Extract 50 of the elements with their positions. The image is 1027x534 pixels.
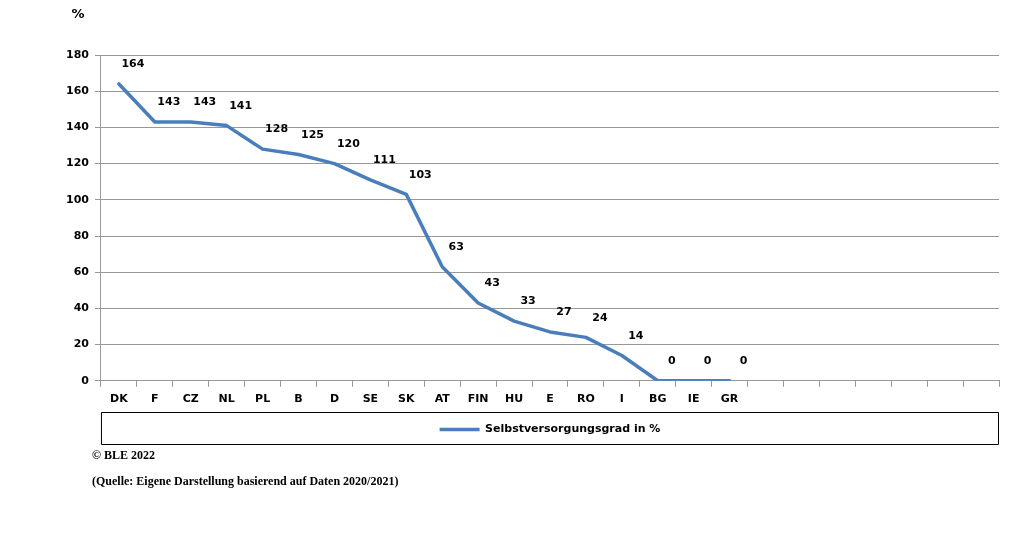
data-label: 14 <box>628 328 644 342</box>
x-tick-label: CZ <box>182 392 199 406</box>
x-tick-label: E <box>546 392 554 406</box>
data-label: 33 <box>520 294 536 308</box>
x-tick-label: I <box>619 392 624 406</box>
x-tick-label: SK <box>398 392 415 406</box>
x-tick-label: IE <box>687 392 700 406</box>
data-label: 0 <box>703 354 712 368</box>
x-tick-label: NL <box>218 392 235 406</box>
data-label: 43 <box>484 276 500 290</box>
data-label: 143 <box>193 95 217 109</box>
text: (Quelle: Eigene Darstellung basierend auf Daten 2020/2021) <box>92 474 399 489</box>
y-tick-label: 20 <box>73 337 90 351</box>
x-tick-label: RO <box>576 392 595 406</box>
x-tick-label: D <box>329 392 340 406</box>
x-tick-label: DK <box>110 392 129 406</box>
data-label: 27 <box>556 305 572 319</box>
data-label: 103 <box>408 167 432 181</box>
data-label: 24 <box>592 310 608 324</box>
y-tick-label: 120 <box>65 156 90 170</box>
data-label: 143 <box>157 95 181 109</box>
data-label: 125 <box>301 127 325 141</box>
data-label: 0 <box>667 354 676 368</box>
y-tick-label: 40 <box>73 301 90 315</box>
x-tick-label: BG <box>649 392 667 406</box>
data-label: 164 <box>121 57 145 71</box>
x-tick-label: PL <box>255 392 271 406</box>
x-tick-label: GR <box>720 392 739 406</box>
data-label: 128 <box>265 122 289 136</box>
x-tick-label: SE <box>362 392 379 406</box>
y-tick-label: 60 <box>73 265 90 279</box>
y-tick-label: 100 <box>65 192 90 206</box>
y-tick-label: 80 <box>73 228 90 242</box>
data-label: 0 <box>739 354 748 368</box>
text: © BLE 2022 <box>92 448 156 463</box>
legend-label: Selbstversorgungsgrad in % <box>485 422 661 436</box>
x-tick-label: F <box>151 392 159 406</box>
data-label: 120 <box>336 136 361 150</box>
data-label: 111 <box>372 153 396 167</box>
y-tick-label: 0 <box>81 373 90 387</box>
data-label: 63 <box>448 240 464 254</box>
x-tick-label: B <box>294 392 303 406</box>
data-label: 141 <box>229 98 253 112</box>
x-tick-label: FIN <box>467 392 489 406</box>
y-tick-label: 140 <box>65 120 90 134</box>
y-tick-label: 180 <box>65 47 90 61</box>
y-tick-label: 160 <box>65 84 90 98</box>
x-tick-label: AT <box>434 392 451 406</box>
y-axis-title: % <box>71 6 85 22</box>
x-tick-label: HU <box>504 392 524 406</box>
